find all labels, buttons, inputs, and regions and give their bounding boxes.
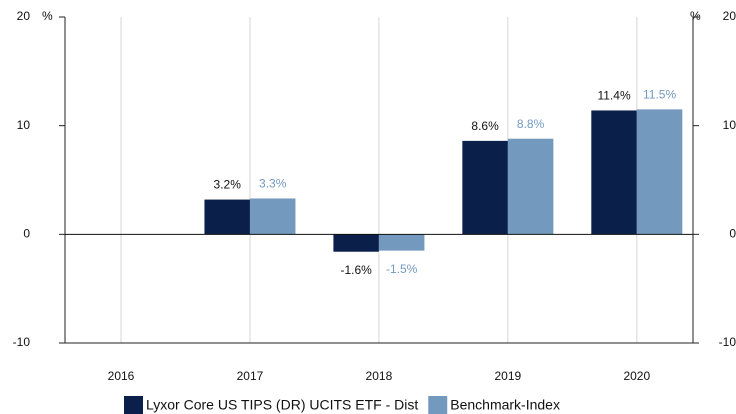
- y-tick-label: 20: [17, 9, 31, 23]
- y2-tick-label: 0: [729, 227, 736, 241]
- legend-label: Lyxor Core US TIPS (DR) UCITS ETF - Dist: [146, 397, 418, 413]
- y2-tick-label: 20: [723, 9, 736, 23]
- value-label: 8.8%: [517, 117, 545, 131]
- x-tick-label: 2016: [108, 369, 135, 383]
- x-tick-label: 2019: [495, 369, 522, 383]
- bar: [636, 109, 683, 235]
- bar: [378, 234, 425, 251]
- bar: [462, 140, 508, 235]
- legend-label: Benchmark-Index: [450, 397, 560, 413]
- value-label: 11.4%: [597, 89, 630, 103]
- legend-swatch: [428, 396, 448, 414]
- x-tick-label: 2020: [623, 369, 650, 383]
- x-tick-label: 2018: [366, 369, 393, 383]
- y2-unit: %: [690, 9, 701, 23]
- y-tick-label: 10: [17, 118, 31, 132]
- value-label: 3.2%: [214, 178, 242, 192]
- bar: [507, 138, 554, 235]
- x-tick-label: 2017: [237, 369, 264, 383]
- bar: [333, 234, 379, 252]
- y2-tick-label: 10: [723, 118, 736, 132]
- value-label: 3.3%: [259, 177, 287, 191]
- value-label: -1.6%: [340, 263, 372, 277]
- value-label: -1.5%: [386, 262, 418, 276]
- y-unit: %: [42, 9, 53, 23]
- bar: [249, 198, 296, 235]
- value-label: 11.5%: [643, 88, 676, 102]
- y-tick-label: 0: [23, 227, 30, 241]
- legend-swatch: [124, 396, 143, 414]
- y-tick-label: -10: [13, 335, 31, 349]
- bar: [591, 110, 637, 235]
- y2-tick-label: -10: [719, 335, 736, 349]
- value-label: 8.6%: [471, 119, 499, 133]
- bar: [204, 199, 250, 235]
